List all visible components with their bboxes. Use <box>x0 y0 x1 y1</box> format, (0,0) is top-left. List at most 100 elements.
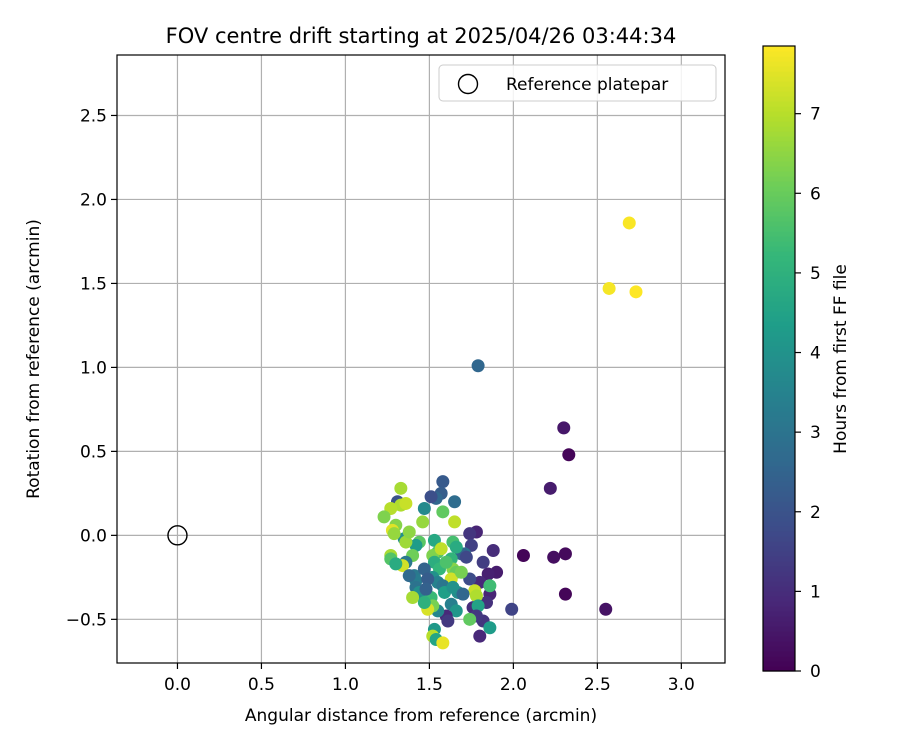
data-point <box>516 549 530 563</box>
colorbar-segment <box>763 371 795 377</box>
data-point <box>406 590 420 604</box>
colorbar-segment <box>763 321 795 327</box>
x-axis-ticks: 0.0 0.5 1.0 1.5 2.0 2.5 3.0 <box>164 663 695 695</box>
colorbar-segment <box>763 541 795 547</box>
y-axis-ticks: −0.5 0.0 0.5 1.0 1.5 2.0 2.5 <box>66 106 117 630</box>
data-point <box>483 579 497 593</box>
data-point <box>417 596 431 610</box>
x-tick-label: 0.5 <box>248 675 275 695</box>
x-tick-label: 3.0 <box>668 675 695 695</box>
data-point <box>486 543 500 557</box>
colorbar-segment <box>763 381 795 387</box>
data-point <box>436 475 450 489</box>
colorbar-segment <box>763 556 795 562</box>
colorbar-segment <box>763 191 795 197</box>
colorbar-segment <box>763 76 795 82</box>
colorbar-segment <box>763 491 795 497</box>
colorbar-segment <box>763 356 795 362</box>
colorbar-segment <box>763 641 795 647</box>
colorbar-segment <box>763 351 795 357</box>
y-tick-label: 2.0 <box>80 190 107 210</box>
colorbar-segment <box>763 131 795 137</box>
scatter-points <box>377 216 643 650</box>
colorbar-segment <box>763 401 795 407</box>
colorbar-segment <box>763 276 795 282</box>
colorbar-segment <box>763 551 795 557</box>
colorbar-segment <box>763 91 795 97</box>
colorbar-tick-label: 1 <box>810 582 821 602</box>
colorbar-segment <box>763 156 795 162</box>
colorbar-segment <box>763 251 795 257</box>
data-point <box>448 495 462 509</box>
colorbar-ticks: 0 1 2 3 4 5 6 7 <box>795 105 821 682</box>
colorbar-segment <box>763 246 795 252</box>
colorbar-tick-label: 6 <box>810 184 821 204</box>
colorbar-segment <box>763 81 795 87</box>
colorbar-segment <box>763 111 795 117</box>
data-point <box>441 614 455 628</box>
data-point <box>416 515 430 529</box>
data-point <box>434 542 448 556</box>
colorbar-segment <box>763 501 795 507</box>
data-point <box>377 510 391 524</box>
colorbar-segment <box>763 286 795 292</box>
colorbar-segment <box>763 416 795 422</box>
colorbar-segment <box>763 576 795 582</box>
colorbar-segment <box>763 421 795 427</box>
colorbar-segment <box>763 596 795 602</box>
data-point <box>602 281 616 295</box>
data-point <box>449 540 463 554</box>
colorbar-segment <box>763 261 795 267</box>
colorbar-segment <box>763 271 795 277</box>
data-point <box>558 587 572 601</box>
data-point <box>599 602 613 616</box>
colorbar-segment <box>763 456 795 462</box>
grid-lines <box>117 55 725 663</box>
colorbar-segment <box>763 51 795 57</box>
data-point <box>505 602 519 616</box>
x-tick-label: 1.0 <box>332 675 359 695</box>
colorbar-segment <box>763 611 795 617</box>
colorbar-segment <box>763 326 795 332</box>
colorbar-segment <box>763 481 795 487</box>
colorbar-segment <box>763 376 795 382</box>
colorbar: 0 1 2 3 4 5 6 7 Hours from first FF file <box>762 45 851 682</box>
colorbar-segment <box>763 646 795 652</box>
colorbar-segment <box>763 126 795 132</box>
colorbar-segment <box>763 466 795 472</box>
data-point <box>436 636 450 650</box>
reference-point <box>167 525 188 546</box>
data-point <box>402 569 416 583</box>
colorbar-segment <box>763 521 795 527</box>
data-point <box>557 421 571 435</box>
colorbar-segment <box>763 506 795 512</box>
colorbar-segment <box>763 181 795 187</box>
colorbar-segment <box>763 46 795 52</box>
colorbar-tick-label: 7 <box>810 105 821 125</box>
data-point <box>419 582 433 596</box>
colorbar-segment <box>763 331 795 337</box>
colorbar-segment <box>763 476 795 482</box>
colorbar-segment <box>763 201 795 207</box>
colorbar-segment <box>763 386 795 392</box>
colorbar-segment <box>763 396 795 402</box>
data-point <box>463 527 477 541</box>
colorbar-segment <box>763 361 795 367</box>
colorbar-tick-label: 4 <box>810 344 821 364</box>
data-point <box>394 481 408 495</box>
y-axis-label: Rotation from reference (arcmin) <box>24 219 44 499</box>
y-tick-label: 1.0 <box>80 358 107 378</box>
data-point <box>399 496 413 510</box>
colorbar-segment <box>763 601 795 607</box>
data-point <box>469 589 483 603</box>
colorbar-segment <box>763 316 795 322</box>
legend-box <box>438 64 717 102</box>
x-tick-label: 2.5 <box>584 675 611 695</box>
colorbar-segment <box>763 366 795 372</box>
colorbar-segment <box>763 436 795 442</box>
colorbar-segment <box>763 96 795 102</box>
colorbar-segment <box>763 566 795 572</box>
data-point <box>622 216 636 230</box>
colorbar-segment <box>763 616 795 622</box>
y-tick-label: 0.0 <box>80 526 107 546</box>
